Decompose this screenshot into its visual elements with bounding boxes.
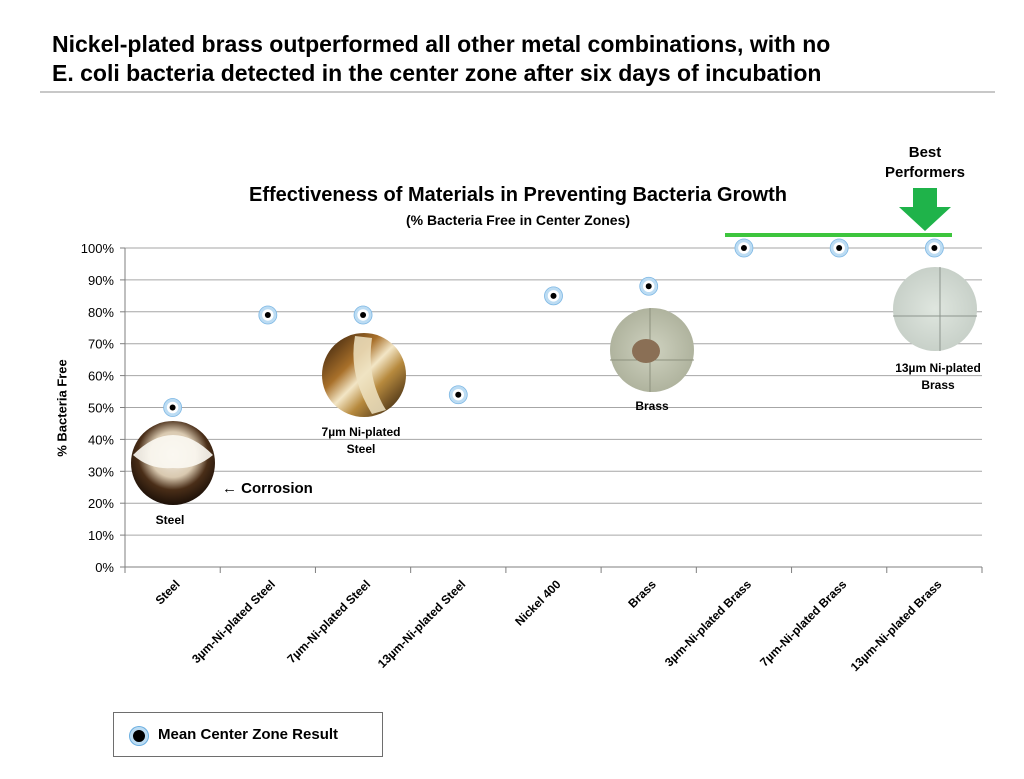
x-tick-label: Brass	[625, 577, 659, 611]
steel-sample-photo	[131, 421, 215, 505]
data-point	[258, 305, 278, 325]
y-tick-label: 70%	[88, 337, 114, 352]
x-tick-label: 3µm-Ni-plated Brass	[662, 577, 754, 669]
y-tick-label: 100%	[81, 241, 115, 256]
slide-title-line1: Nickel-plated brass outperformed all oth…	[52, 31, 831, 57]
x-tick-label: Nickel 400	[512, 577, 564, 629]
7um-ni-plated-steel-photo-label-line1: 7µm Ni-plated	[322, 425, 401, 439]
best-performers-line2: Performers	[884, 164, 966, 181]
data-point	[734, 238, 754, 258]
down-arrow-icon	[899, 188, 951, 231]
brass-photo-label: Brass	[635, 399, 669, 413]
y-tick-label: 10%	[88, 528, 114, 543]
x-tick-label: 7µm-Ni-plated Brass	[757, 577, 849, 669]
13um-ni-plated-brass-photo-label-line1: 13µm Ni-plated	[895, 361, 981, 375]
data-point	[353, 305, 373, 325]
data-point	[639, 276, 659, 296]
y-tick-label: 0%	[95, 560, 114, 575]
7um-ni-plated-steel-photo	[322, 333, 406, 417]
chart-subtitle: (% Bacteria Free in Center Zones)	[405, 212, 631, 228]
y-tick-label: 60%	[88, 369, 114, 384]
data-point	[829, 238, 849, 258]
13um-ni-plated-brass-photo	[893, 267, 977, 351]
x-tick-label: 13µm-Ni-plated Brass	[848, 577, 945, 674]
corrosion-annotation: ← Corrosion	[222, 480, 313, 497]
y-tick-label: 40%	[88, 432, 114, 447]
data-point	[924, 238, 944, 258]
data-point	[544, 286, 563, 306]
legend-marker-icon	[130, 727, 148, 745]
x-tick-label: 3µm-Ni-plated Steel	[189, 577, 278, 666]
y-tick-label: 50%	[88, 401, 114, 416]
x-tick-label: 13µm-Ni-plated Steel	[375, 577, 469, 671]
x-tick-label: Steel	[153, 577, 183, 607]
legend: Mean Center Zone Result	[113, 712, 383, 757]
brass-sample-photo	[610, 308, 694, 392]
x-tick-label: 7µm-Ni-plated Steel	[284, 577, 373, 666]
y-tick-label: 20%	[88, 496, 114, 511]
y-tick-label: 30%	[88, 464, 114, 479]
data-point	[163, 398, 183, 417]
chart-title: Effectiveness of Materials in Preventing…	[249, 184, 787, 206]
title-divider	[40, 91, 995, 93]
best-performers-line1: Best	[908, 144, 942, 161]
slide-title: Nickel-plated brass outperformed all oth…	[52, 30, 992, 88]
slide-title-line2: E. coli bacteria detected in the center …	[52, 60, 822, 86]
best-performers-label: Best Performers	[870, 143, 980, 183]
y-tick-label: 80%	[88, 305, 114, 320]
steel-photo-label: Steel	[156, 513, 185, 527]
7um-ni-plated-steel-photo-label-line2: Steel	[347, 442, 376, 456]
y-tick-label: 90%	[88, 273, 114, 288]
13um-ni-plated-brass-photo-label-line2: Brass	[921, 378, 955, 392]
legend-label: Mean Center Zone Result	[158, 726, 339, 743]
data-point	[448, 385, 468, 405]
